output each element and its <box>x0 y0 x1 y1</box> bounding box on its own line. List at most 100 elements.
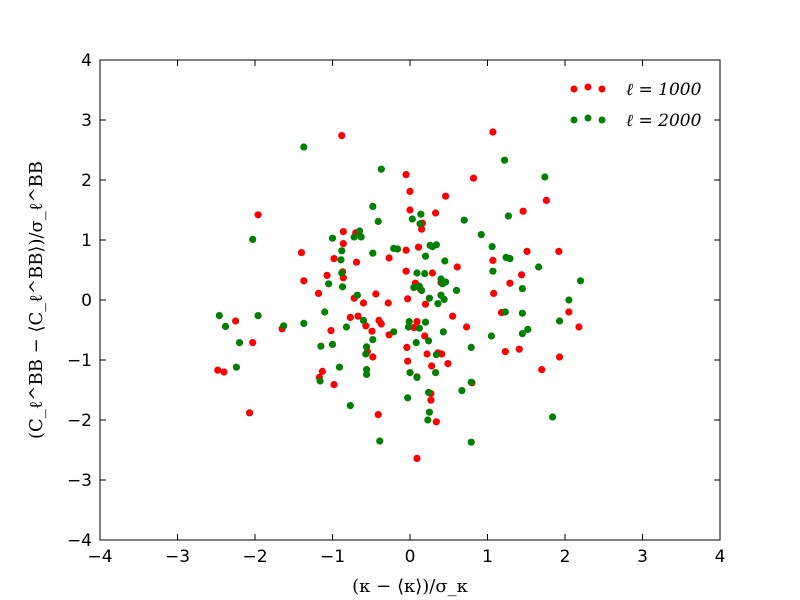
x-tick-label: 2 <box>560 547 571 567</box>
point-series-1-58 <box>421 318 430 326</box>
point-series-0-48 <box>421 300 430 308</box>
point-series-0-62 <box>249 339 257 347</box>
point-series-1-61 <box>524 325 532 333</box>
point-series-1-8 <box>374 217 382 225</box>
point-series-0-54 <box>232 317 240 325</box>
point-series-0-77 <box>220 368 228 376</box>
point-series-0-73 <box>444 360 452 368</box>
point-series-1-50 <box>565 296 573 304</box>
point-series-1-74 <box>317 342 325 350</box>
x-tick-label: 3 <box>637 547 648 567</box>
point-series-1-91 <box>458 387 466 395</box>
y-tick-label: 3 <box>81 111 92 131</box>
point-series-1-10 <box>356 227 364 235</box>
point-series-1-23 <box>394 245 402 253</box>
point-series-0-15 <box>339 240 347 248</box>
point-series-1-6 <box>460 216 468 224</box>
point-series-1-51 <box>321 308 329 316</box>
point-series-0-7 <box>431 209 440 217</box>
point-series-0-86 <box>245 409 254 417</box>
point-series-0-58 <box>368 327 376 335</box>
point-series-1-38 <box>576 277 585 285</box>
point-series-0-68 <box>423 350 431 358</box>
point-series-1-80 <box>432 351 440 359</box>
point-series-1-68 <box>404 323 413 331</box>
point-series-1-72 <box>235 339 244 347</box>
point-series-1-99 <box>467 438 475 446</box>
y-tick-label: 1 <box>81 231 92 251</box>
point-series-1-88 <box>413 373 421 381</box>
point-series-1-24 <box>369 249 377 257</box>
point-series-0-3 <box>402 171 410 179</box>
point-series-0-21 <box>330 255 338 263</box>
point-series-1-48 <box>440 295 448 303</box>
point-series-0-67 <box>369 353 377 361</box>
point-series-1-34 <box>338 269 346 277</box>
x-tick-label: −2 <box>242 547 267 567</box>
point-series-0-59 <box>421 332 429 340</box>
point-series-1-40 <box>338 283 347 291</box>
legend-label-series-0: ℓ = 1000 <box>626 80 702 100</box>
point-series-1-1 <box>500 156 509 164</box>
point-series-0-88 <box>413 454 421 462</box>
point-series-0-25 <box>489 256 497 264</box>
point-series-1-65 <box>300 319 308 327</box>
point-series-1-69 <box>390 328 398 336</box>
point-series-1-79 <box>467 343 475 351</box>
point-series-0-2 <box>469 174 478 182</box>
point-series-1-28 <box>506 255 514 263</box>
point-series-0-43 <box>346 313 354 321</box>
y-tick-label: 4 <box>81 51 92 71</box>
point-series-1-85 <box>363 370 371 378</box>
point-series-0-9 <box>254 211 262 219</box>
point-series-0-24 <box>453 263 461 271</box>
point-series-1-64 <box>280 322 288 330</box>
point-series-0-27 <box>323 271 331 279</box>
point-series-0-76 <box>214 366 222 374</box>
point-series-0-4 <box>406 187 414 195</box>
point-series-1-57 <box>342 323 351 331</box>
point-series-1-71 <box>518 330 526 338</box>
point-series-1-5 <box>417 210 425 218</box>
point-series-1-0 <box>300 143 308 151</box>
legend: ℓ = 1000 ℓ = 2000 <box>570 80 702 131</box>
legend-marker <box>584 83 592 91</box>
point-series-0-84 <box>427 396 435 404</box>
point-series-1-16 <box>357 233 365 241</box>
point-series-0-16 <box>523 247 531 255</box>
point-series-1-29 <box>337 256 345 264</box>
point-series-1-46 <box>425 294 433 302</box>
point-series-0-64 <box>501 348 509 356</box>
legend-label-series-1: ℓ = 2000 <box>626 111 702 131</box>
y-tick-label: 2 <box>81 171 92 191</box>
point-series-0-61 <box>462 323 471 331</box>
point-series-0-75 <box>318 367 327 375</box>
point-series-0-89 <box>359 299 368 307</box>
point-series-1-81 <box>362 350 370 358</box>
point-series-1-15 <box>328 234 337 242</box>
ticks-layer <box>99 59 721 541</box>
point-series-1-39 <box>325 280 333 288</box>
point-series-1-43 <box>418 286 426 294</box>
point-series-0-26 <box>402 267 410 275</box>
point-series-1-2 <box>377 165 385 173</box>
point-series-1-30 <box>413 269 421 277</box>
point-series-1-3 <box>541 173 549 181</box>
point-series-1-78 <box>425 337 433 345</box>
y-tick-label: −1 <box>67 351 92 371</box>
point-series-0-8 <box>519 207 527 215</box>
x-tick-label: 0 <box>405 547 416 567</box>
point-series-0-63 <box>403 343 411 351</box>
legend-item-series-1: ℓ = 2000 <box>570 111 702 131</box>
point-series-1-70 <box>439 328 447 336</box>
x-tick-label: −4 <box>87 547 112 567</box>
point-series-0-51 <box>449 312 457 320</box>
point-series-1-62 <box>555 317 564 325</box>
point-series-1-37 <box>437 275 445 283</box>
point-series-0-30 <box>518 271 526 279</box>
legend-marker <box>570 85 578 93</box>
y-tick-label: −2 <box>67 411 92 431</box>
point-series-1-96 <box>549 413 557 421</box>
point-series-1-98 <box>376 437 384 445</box>
point-series-1-13 <box>477 231 485 239</box>
